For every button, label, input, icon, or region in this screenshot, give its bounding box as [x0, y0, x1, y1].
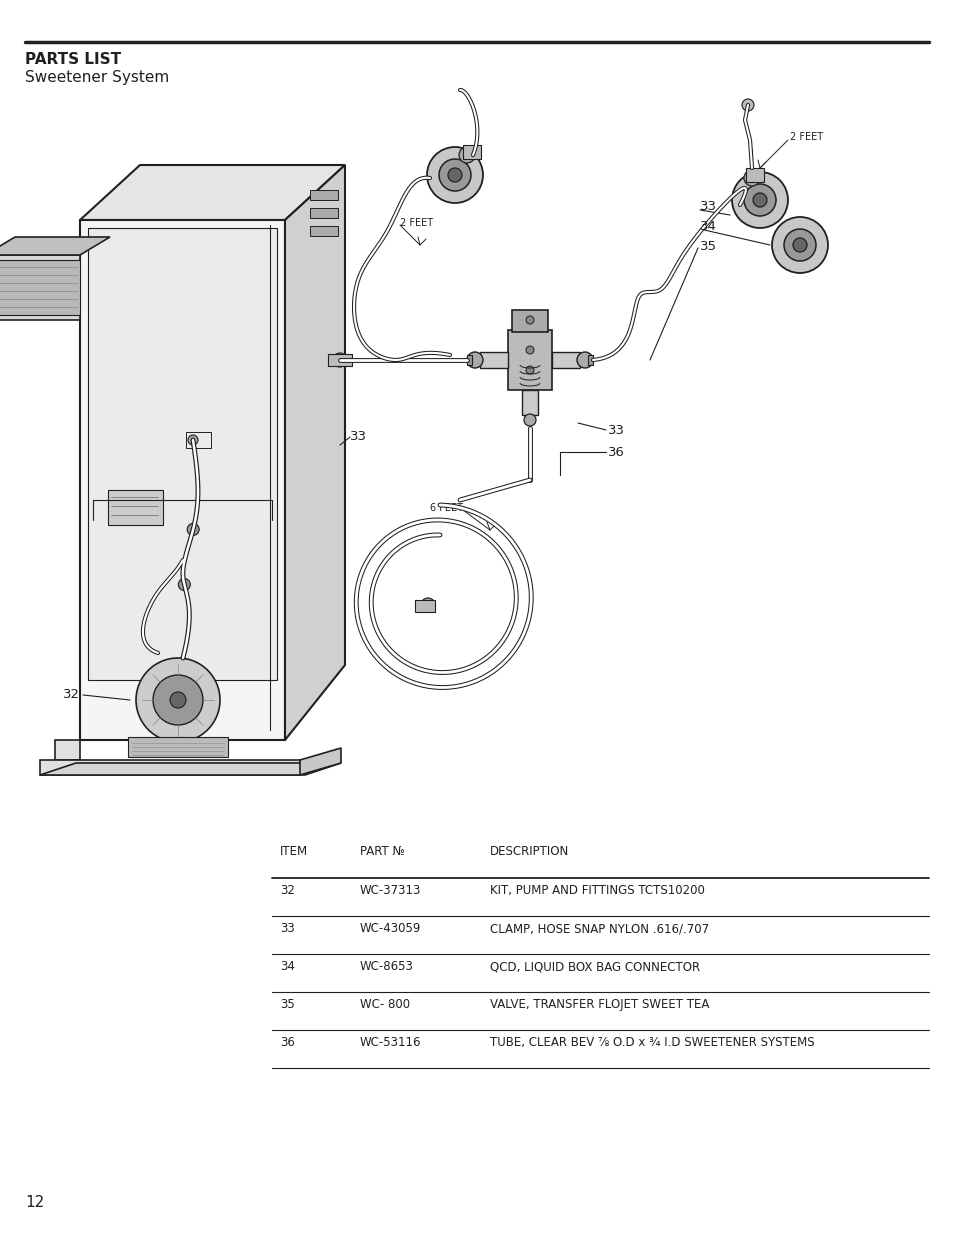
Bar — [128, 737, 228, 757]
Circle shape — [152, 676, 203, 725]
Text: WC-8653: WC-8653 — [359, 960, 414, 973]
Text: 33: 33 — [700, 200, 717, 212]
Text: TUBE, CLEAR BEV ⅞ O.D x ¾ I.D SWEETENER SYSTEMS: TUBE, CLEAR BEV ⅞ O.D x ¾ I.D SWEETENER … — [490, 1036, 814, 1049]
Circle shape — [458, 147, 475, 163]
Circle shape — [438, 159, 471, 191]
Text: ITEM: ITEM — [280, 845, 308, 858]
Bar — [310, 226, 337, 236]
Circle shape — [170, 692, 186, 708]
Text: 33: 33 — [607, 424, 624, 436]
Polygon shape — [0, 237, 110, 254]
Text: 2 FEET: 2 FEET — [399, 219, 433, 228]
Polygon shape — [0, 254, 80, 320]
Text: DESCRIPTION: DESCRIPTION — [490, 845, 569, 858]
Text: QCD, LIQUID BOX BAG CONNECTOR: QCD, LIQUID BOX BAG CONNECTOR — [490, 960, 700, 973]
Text: PARTS LIST: PARTS LIST — [25, 52, 121, 67]
Text: 33: 33 — [280, 923, 294, 935]
Text: 2 FEET: 2 FEET — [789, 132, 822, 142]
Text: VALVE, TRANSFER FLOJET SWEET TEA: VALVE, TRANSFER FLOJET SWEET TEA — [490, 998, 709, 1011]
Circle shape — [792, 238, 806, 252]
Bar — [310, 190, 337, 200]
Circle shape — [420, 598, 435, 613]
Polygon shape — [507, 330, 552, 390]
Polygon shape — [587, 354, 593, 366]
Bar — [310, 207, 337, 219]
Bar — [328, 354, 352, 366]
Circle shape — [525, 316, 534, 324]
Bar — [0, 261, 80, 315]
Polygon shape — [467, 354, 472, 366]
Circle shape — [743, 170, 760, 186]
Circle shape — [448, 168, 461, 182]
Circle shape — [178, 578, 191, 590]
Text: Sweetener System: Sweetener System — [25, 70, 169, 85]
Text: 36: 36 — [280, 1036, 294, 1049]
Circle shape — [783, 228, 815, 261]
Circle shape — [771, 217, 827, 273]
Text: CLAMP, HOSE SNAP NYLON .616/.707: CLAMP, HOSE SNAP NYLON .616/.707 — [490, 923, 708, 935]
Text: PART №: PART № — [359, 845, 404, 858]
Text: 6 FEET: 6 FEET — [430, 503, 462, 513]
Text: WC-43059: WC-43059 — [359, 923, 421, 935]
Bar — [745, 168, 763, 182]
Text: KIT, PUMP AND FITTINGS TCTS10200: KIT, PUMP AND FITTINGS TCTS10200 — [490, 884, 704, 897]
Bar — [415, 600, 435, 613]
Circle shape — [188, 435, 198, 445]
Text: WC-37313: WC-37313 — [359, 884, 421, 897]
Polygon shape — [479, 352, 507, 368]
Circle shape — [136, 658, 220, 742]
Polygon shape — [55, 740, 80, 760]
Text: 34: 34 — [280, 960, 294, 973]
Text: WC- 800: WC- 800 — [359, 998, 410, 1011]
Bar — [462, 144, 480, 159]
Polygon shape — [521, 390, 537, 415]
Polygon shape — [80, 220, 285, 740]
Circle shape — [577, 352, 593, 368]
Bar — [88, 228, 276, 680]
Bar — [186, 432, 211, 448]
Text: WC-53116: WC-53116 — [359, 1036, 421, 1049]
Polygon shape — [552, 352, 579, 368]
Text: 36: 36 — [607, 446, 624, 458]
Circle shape — [523, 414, 536, 426]
Circle shape — [752, 193, 766, 207]
Polygon shape — [299, 748, 340, 776]
Polygon shape — [512, 310, 547, 332]
Circle shape — [187, 524, 199, 536]
Bar — [108, 490, 163, 525]
Text: 32: 32 — [280, 884, 294, 897]
Circle shape — [525, 366, 534, 374]
Text: 33: 33 — [350, 431, 367, 443]
Circle shape — [741, 99, 753, 111]
Text: 34: 34 — [700, 220, 716, 232]
Text: 35: 35 — [280, 998, 294, 1011]
Circle shape — [525, 346, 534, 354]
Polygon shape — [285, 165, 345, 740]
Circle shape — [333, 353, 347, 367]
Polygon shape — [80, 165, 345, 220]
Text: 12: 12 — [25, 1195, 44, 1210]
Text: 35: 35 — [700, 240, 717, 252]
Circle shape — [743, 184, 775, 216]
Polygon shape — [40, 760, 299, 776]
Circle shape — [467, 352, 482, 368]
Circle shape — [731, 172, 787, 228]
Polygon shape — [40, 763, 340, 776]
Circle shape — [427, 147, 482, 203]
Text: 32: 32 — [63, 688, 80, 701]
